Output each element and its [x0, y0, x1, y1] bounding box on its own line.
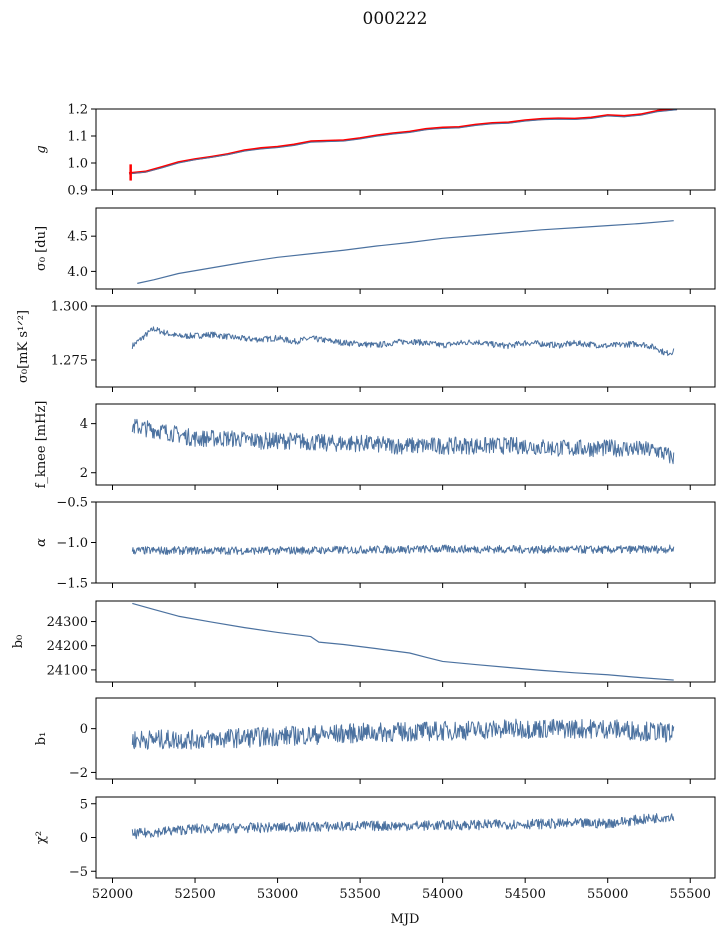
y-tick-label: 4: [80, 417, 88, 432]
axes-frame: [95, 600, 716, 683]
y-tick-label: 5: [80, 797, 88, 812]
panel-b1: −2 0 b₁: [34, 697, 716, 784]
y-tick-label: 1.2: [67, 103, 88, 118]
x-tick-label: 54000: [422, 887, 463, 902]
y-tick-label: −2: [69, 766, 88, 781]
series-line-g-0: [128, 109, 678, 175]
x-tick-label: 55500: [670, 887, 711, 902]
panel-alpha: −1.5 −1.0 −0.5 α: [34, 496, 716, 592]
y-tick-label: 1.300: [51, 300, 88, 315]
panel-fknee: 2 4 f_knee [mHz]: [34, 401, 716, 490]
x-tick-label: 52000: [92, 887, 133, 902]
y-tick-label: −1.0: [56, 536, 88, 551]
y-axis-label: χ²: [34, 831, 49, 844]
y-tick-label: 0: [80, 831, 88, 846]
panel-b0: 24100 24200 24300 b₀: [11, 600, 716, 687]
panel-g: 0.9 1.0 1.1 1.2 g: [34, 103, 716, 199]
x-tick-label: 53500: [339, 887, 380, 902]
figure-title: 000222: [363, 9, 428, 29]
axes-frame: [95, 403, 716, 486]
series-line-chi2-0: [131, 813, 675, 840]
y-tick-label: 24100: [47, 663, 88, 678]
series-line-fknee-0: [131, 418, 675, 465]
x-tick-label: 53000: [257, 887, 298, 902]
y-axis-label: α: [34, 538, 49, 547]
axes-frame: [95, 501, 716, 584]
x-tick-label: 54500: [504, 887, 545, 902]
panel-sigma0_du: 4.0 4.5 σ₀ [du]: [34, 207, 716, 294]
x-axis-label: MJD: [391, 912, 420, 927]
y-tick-label: −0.5: [56, 496, 88, 511]
axes-frame: [95, 697, 716, 780]
axes-frame: [95, 796, 716, 879]
x-tick-label: 55000: [587, 887, 628, 902]
y-axis-label: b₀: [11, 635, 26, 649]
panel-chi2: −5 0 5 52000 52500 53000 53500 54000 54500 55000 5…: [34, 796, 716, 902]
series-line-sigma0_du-0: [137, 220, 674, 284]
series-line-b0-0: [132, 602, 674, 681]
y-axis-label: σ₀ [du]: [34, 226, 49, 271]
series-line-sigma0_mk-0: [131, 326, 675, 357]
y-axis-label: f_knee [mHz]: [34, 401, 49, 489]
y-tick-label: 1.275: [51, 354, 88, 369]
y-tick-label: 1.0: [67, 157, 88, 172]
y-tick-label: 24300: [47, 615, 88, 630]
y-axis-label: g: [34, 145, 49, 153]
y-tick-label: 0.9: [67, 184, 88, 199]
y-axis-label: b₁: [34, 732, 49, 746]
y-tick-label: −5: [69, 865, 88, 880]
series-line-b1-0: [131, 718, 675, 750]
y-tick-label: −1.5: [56, 577, 88, 592]
axes-frame: [95, 305, 716, 388]
x-tick-label: 52500: [174, 887, 215, 902]
panels: 0.9 1.0 1.1 1.2 g 4.0 4.5 σ₀ [du] 1.275 1.300 σ₀[m…: [11, 103, 716, 902]
y-tick-label: 24200: [47, 639, 88, 654]
axes-frame: [95, 108, 716, 191]
panel-sigma0_mk: 1.275 1.300 σ₀[mK s¹ᐟ²]: [16, 300, 716, 392]
y-tick-label: 0: [80, 722, 88, 737]
y-tick-label: 2: [80, 466, 88, 481]
series-line-alpha-0: [131, 544, 675, 556]
y-axis-label: σ₀[mK s¹ᐟ²]: [16, 310, 31, 383]
series-line-g-1: [128, 109, 678, 175]
axes-frame: [95, 207, 716, 290]
y-tick-label: 1.1: [67, 130, 88, 145]
y-tick-label: 4.5: [67, 230, 88, 245]
y-tick-label: 4.0: [67, 265, 88, 280]
